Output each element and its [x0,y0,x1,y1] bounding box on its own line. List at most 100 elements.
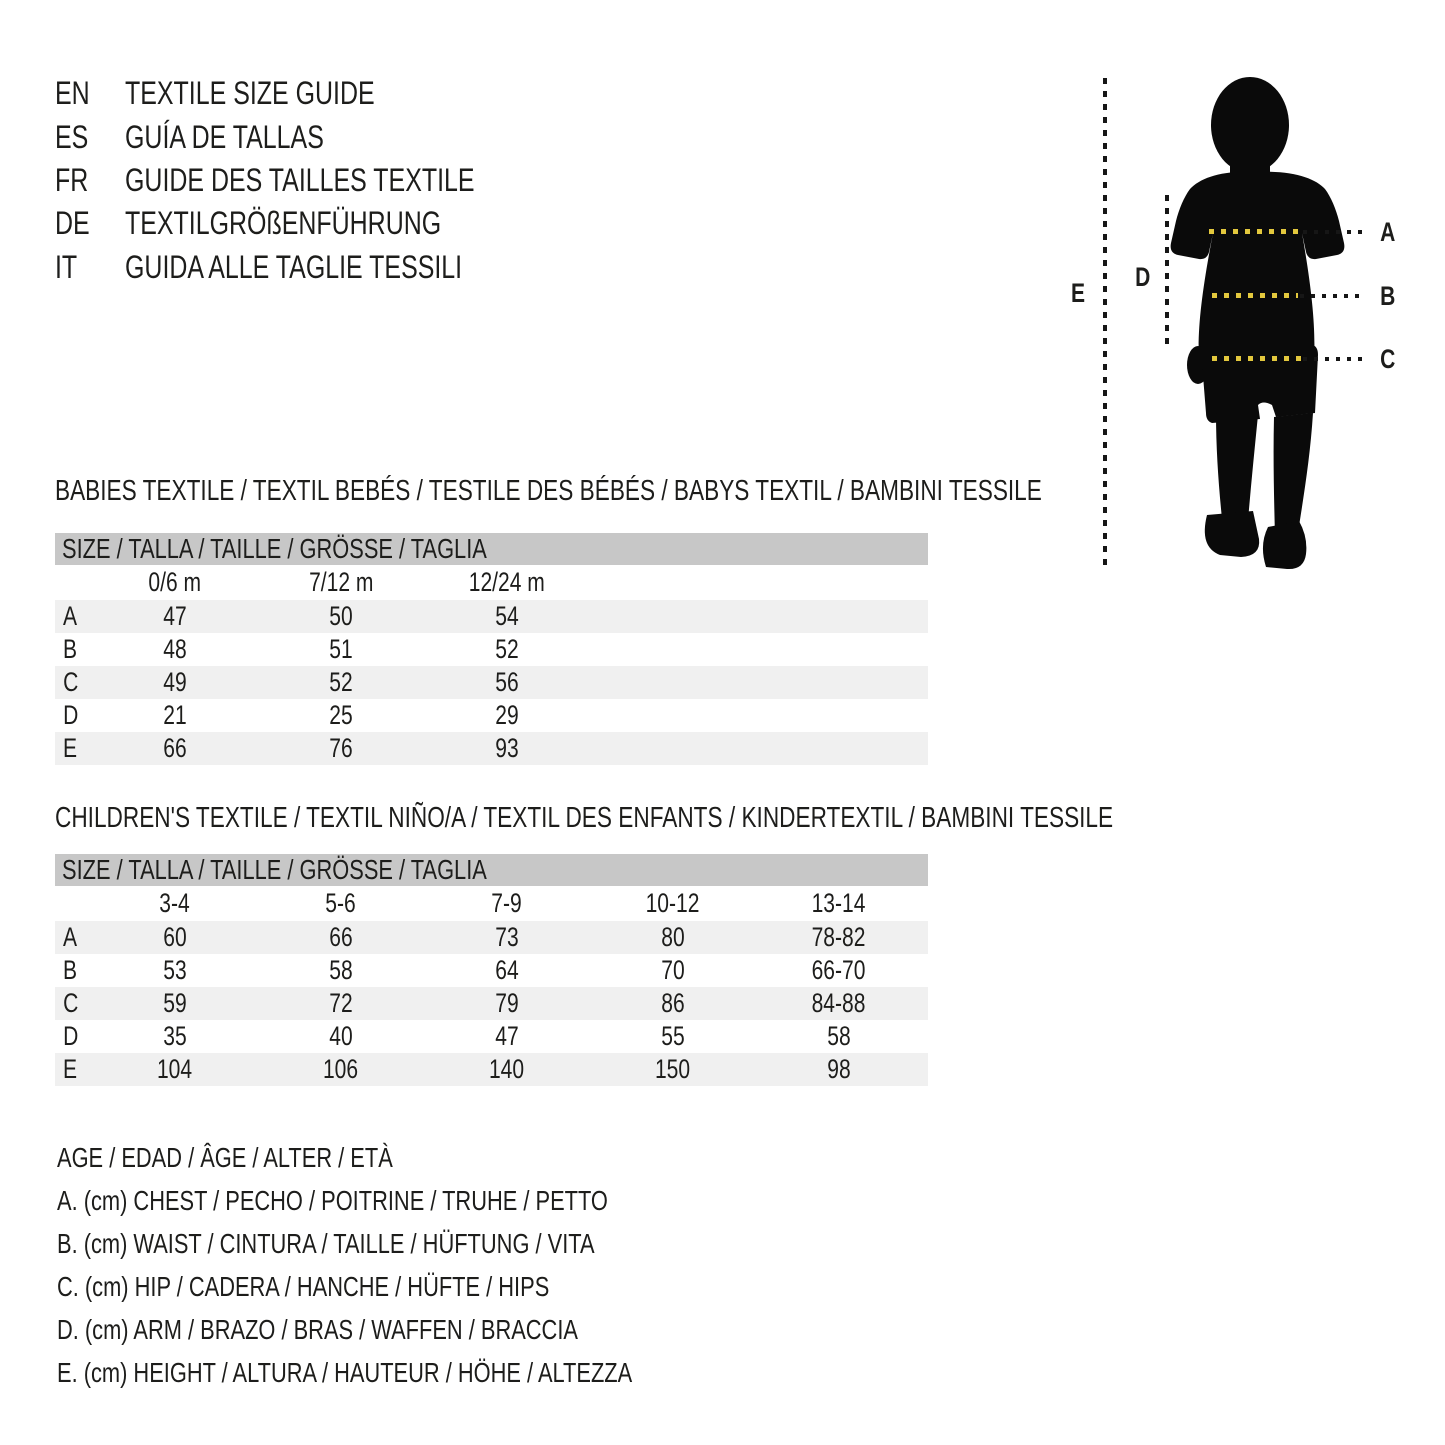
row-label: C [63,988,79,1018]
size-value-cell: 106 [323,1054,359,1084]
lang-code-it: IT [55,248,78,285]
lang-row-es: ES GUÍA DE TALLAS [55,115,380,159]
arm-measure-line-D [1165,195,1169,351]
size-value-cell: 54 [495,601,519,631]
size-value-cell: 53 [163,955,187,985]
size-value-cell: 72 [329,988,353,1018]
lang-row-fr: FR GUIDE DES TAILLES TEXTILE [55,158,573,202]
height-measure-line-E [1103,78,1107,572]
size-value-cell: 29 [495,700,519,730]
lang-code-en: EN [55,74,90,111]
size-value-cell: 78-82 [812,922,866,952]
column-header-row: 3-4 5-6 7-9 10-12 13-14 [55,886,928,921]
size-value-cell: 66-70 [812,955,866,985]
lang-title-de: TEXTILGRÖßENFÜHRUNG [125,204,442,241]
size-value-cell: 25 [329,700,353,730]
size-value-cell: 104 [157,1054,193,1084]
chest-measure-dash-A [1209,229,1301,234]
row-label: E [62,733,78,763]
size-value-cell: 58 [827,1021,851,1051]
waist-measure-dash-B [1212,293,1298,298]
table-row-A: A 60 66 73 80 78-82 [55,921,928,954]
size-value-cell: 52 [329,667,353,697]
size-value-cell: 21 [163,700,187,730]
children-size-table: SIZE / TALLA / TAILLE / GRÖSSE / TAGLIA … [55,854,928,1086]
table-row-B: B 53 58 64 70 66-70 [55,954,928,987]
row-label: B [62,955,78,985]
lang-code-de: DE [55,204,90,241]
table-row-D: D 21 25 29 [55,699,928,732]
row-label: C [63,667,79,697]
hip-measure-dash-C [1212,356,1301,361]
table-row-E: E 104 106 140 150 98 [55,1053,928,1086]
row-label: A [62,601,78,631]
table-row-B: B 48 51 52 [55,633,928,666]
figure-label-arm: D [1135,261,1151,292]
size-value-cell: 50 [329,601,353,631]
lang-row-en: EN TEXTILE SIZE GUIDE [55,71,445,115]
figure-label-hip: C [1380,343,1396,374]
size-value-cell: 51 [329,634,353,664]
size-value-cell: 56 [495,667,519,697]
figure-label-chest: A [1380,216,1396,247]
legend-age: AGE / EDAD / ÂGE / ALTER / ETÀ [57,1141,393,1173]
column-header: 7/12 m [308,567,374,597]
legend-hip: C. (cm) HIP / CADERA / HANCHE / HÜFTE / … [57,1270,550,1302]
legend-chest: A. (cm) CHEST / PECHO / POITRINE / TRUHE… [57,1184,608,1216]
size-value-cell: 35 [163,1021,187,1051]
hip-leader-dots-C [1303,357,1362,361]
lang-code-fr: FR [55,161,89,198]
size-value-cell: 47 [163,601,187,631]
lang-code-es: ES [55,118,89,155]
size-value-cell: 64 [495,955,519,985]
size-value-cell: 40 [329,1021,353,1051]
table-row-A: A 47 50 54 [55,600,928,633]
column-header: 13-14 [812,888,866,918]
size-value-cell: 80 [661,922,685,952]
size-value-cell: 140 [489,1054,525,1084]
column-header: 0/6 m [148,567,202,597]
size-value-cell: 48 [163,634,187,664]
size-value-cell: 59 [163,988,187,1018]
column-header: 10-12 [646,888,700,918]
size-value-cell: 47 [495,1021,519,1051]
row-label: A [62,922,78,952]
row-label: E [62,1054,78,1084]
legend-waist: B. (cm) WAIST / CINTURA / TAILLE / HÜFTU… [57,1227,595,1259]
child-silhouette-graphic [1170,77,1345,570]
size-value-cell: 98 [827,1054,851,1084]
children-section-title: CHILDREN'S TEXTILE / TEXTIL NIÑO/A / TEX… [55,801,1114,834]
size-value-cell: 70 [661,955,685,985]
size-value-cell: 84-88 [812,988,866,1018]
size-value-cell: 66 [163,733,187,763]
lang-row-de: DE TEXTILGRÖßENFÜHRUNG [55,201,530,245]
figure-label-height: E [1070,277,1086,308]
column-header: 5-6 [325,888,357,918]
legend-height: E. (cm) HEIGHT / ALTURA / HAUTEUR / HÖHE… [57,1356,633,1388]
table-row-D: D 35 40 47 55 58 [55,1020,928,1053]
lang-title-fr: GUIDE DES TAILLES TEXTILE [125,161,475,198]
babies-section-title: BABIES TEXTILE / TEXTIL BEBÉS / TESTILE … [55,474,1042,507]
column-header: 12/24 m [468,567,546,597]
lang-title-it: GUIDA ALLE TAGLIE TESSILI [125,248,463,285]
column-header: 7-9 [491,888,523,918]
legend-arm: D. (cm) ARM / BRAZO / BRAS / WAFFEN / BR… [57,1313,578,1345]
size-value-cell: 55 [661,1021,685,1051]
column-header: 3-4 [159,888,191,918]
babies-size-table: SIZE / TALLA / TAILLE / GRÖSSE / TAGLIA … [55,533,928,765]
size-value-cell: 150 [655,1054,691,1084]
size-value-cell: 86 [661,988,685,1018]
size-value-cell: 93 [495,733,519,763]
row-label: D [63,700,79,730]
size-value-cell: 66 [329,922,353,952]
lang-title-en: TEXTILE SIZE GUIDE [125,74,375,111]
babies-size-header-bar: SIZE / TALLA / TAILLE / GRÖSSE / TAGLIA [55,533,928,565]
size-value-cell: 60 [163,922,187,952]
column-header-row: 0/6 m 7/12 m 12/24 m [55,565,928,600]
children-size-header-bar: SIZE / TALLA / TAILLE / GRÖSSE / TAGLIA [55,854,928,886]
size-value-cell: 73 [495,922,519,952]
chest-leader-dots-A [1303,230,1362,234]
waist-leader-dots-B [1300,294,1362,298]
size-value-cell: 79 [495,988,519,1018]
